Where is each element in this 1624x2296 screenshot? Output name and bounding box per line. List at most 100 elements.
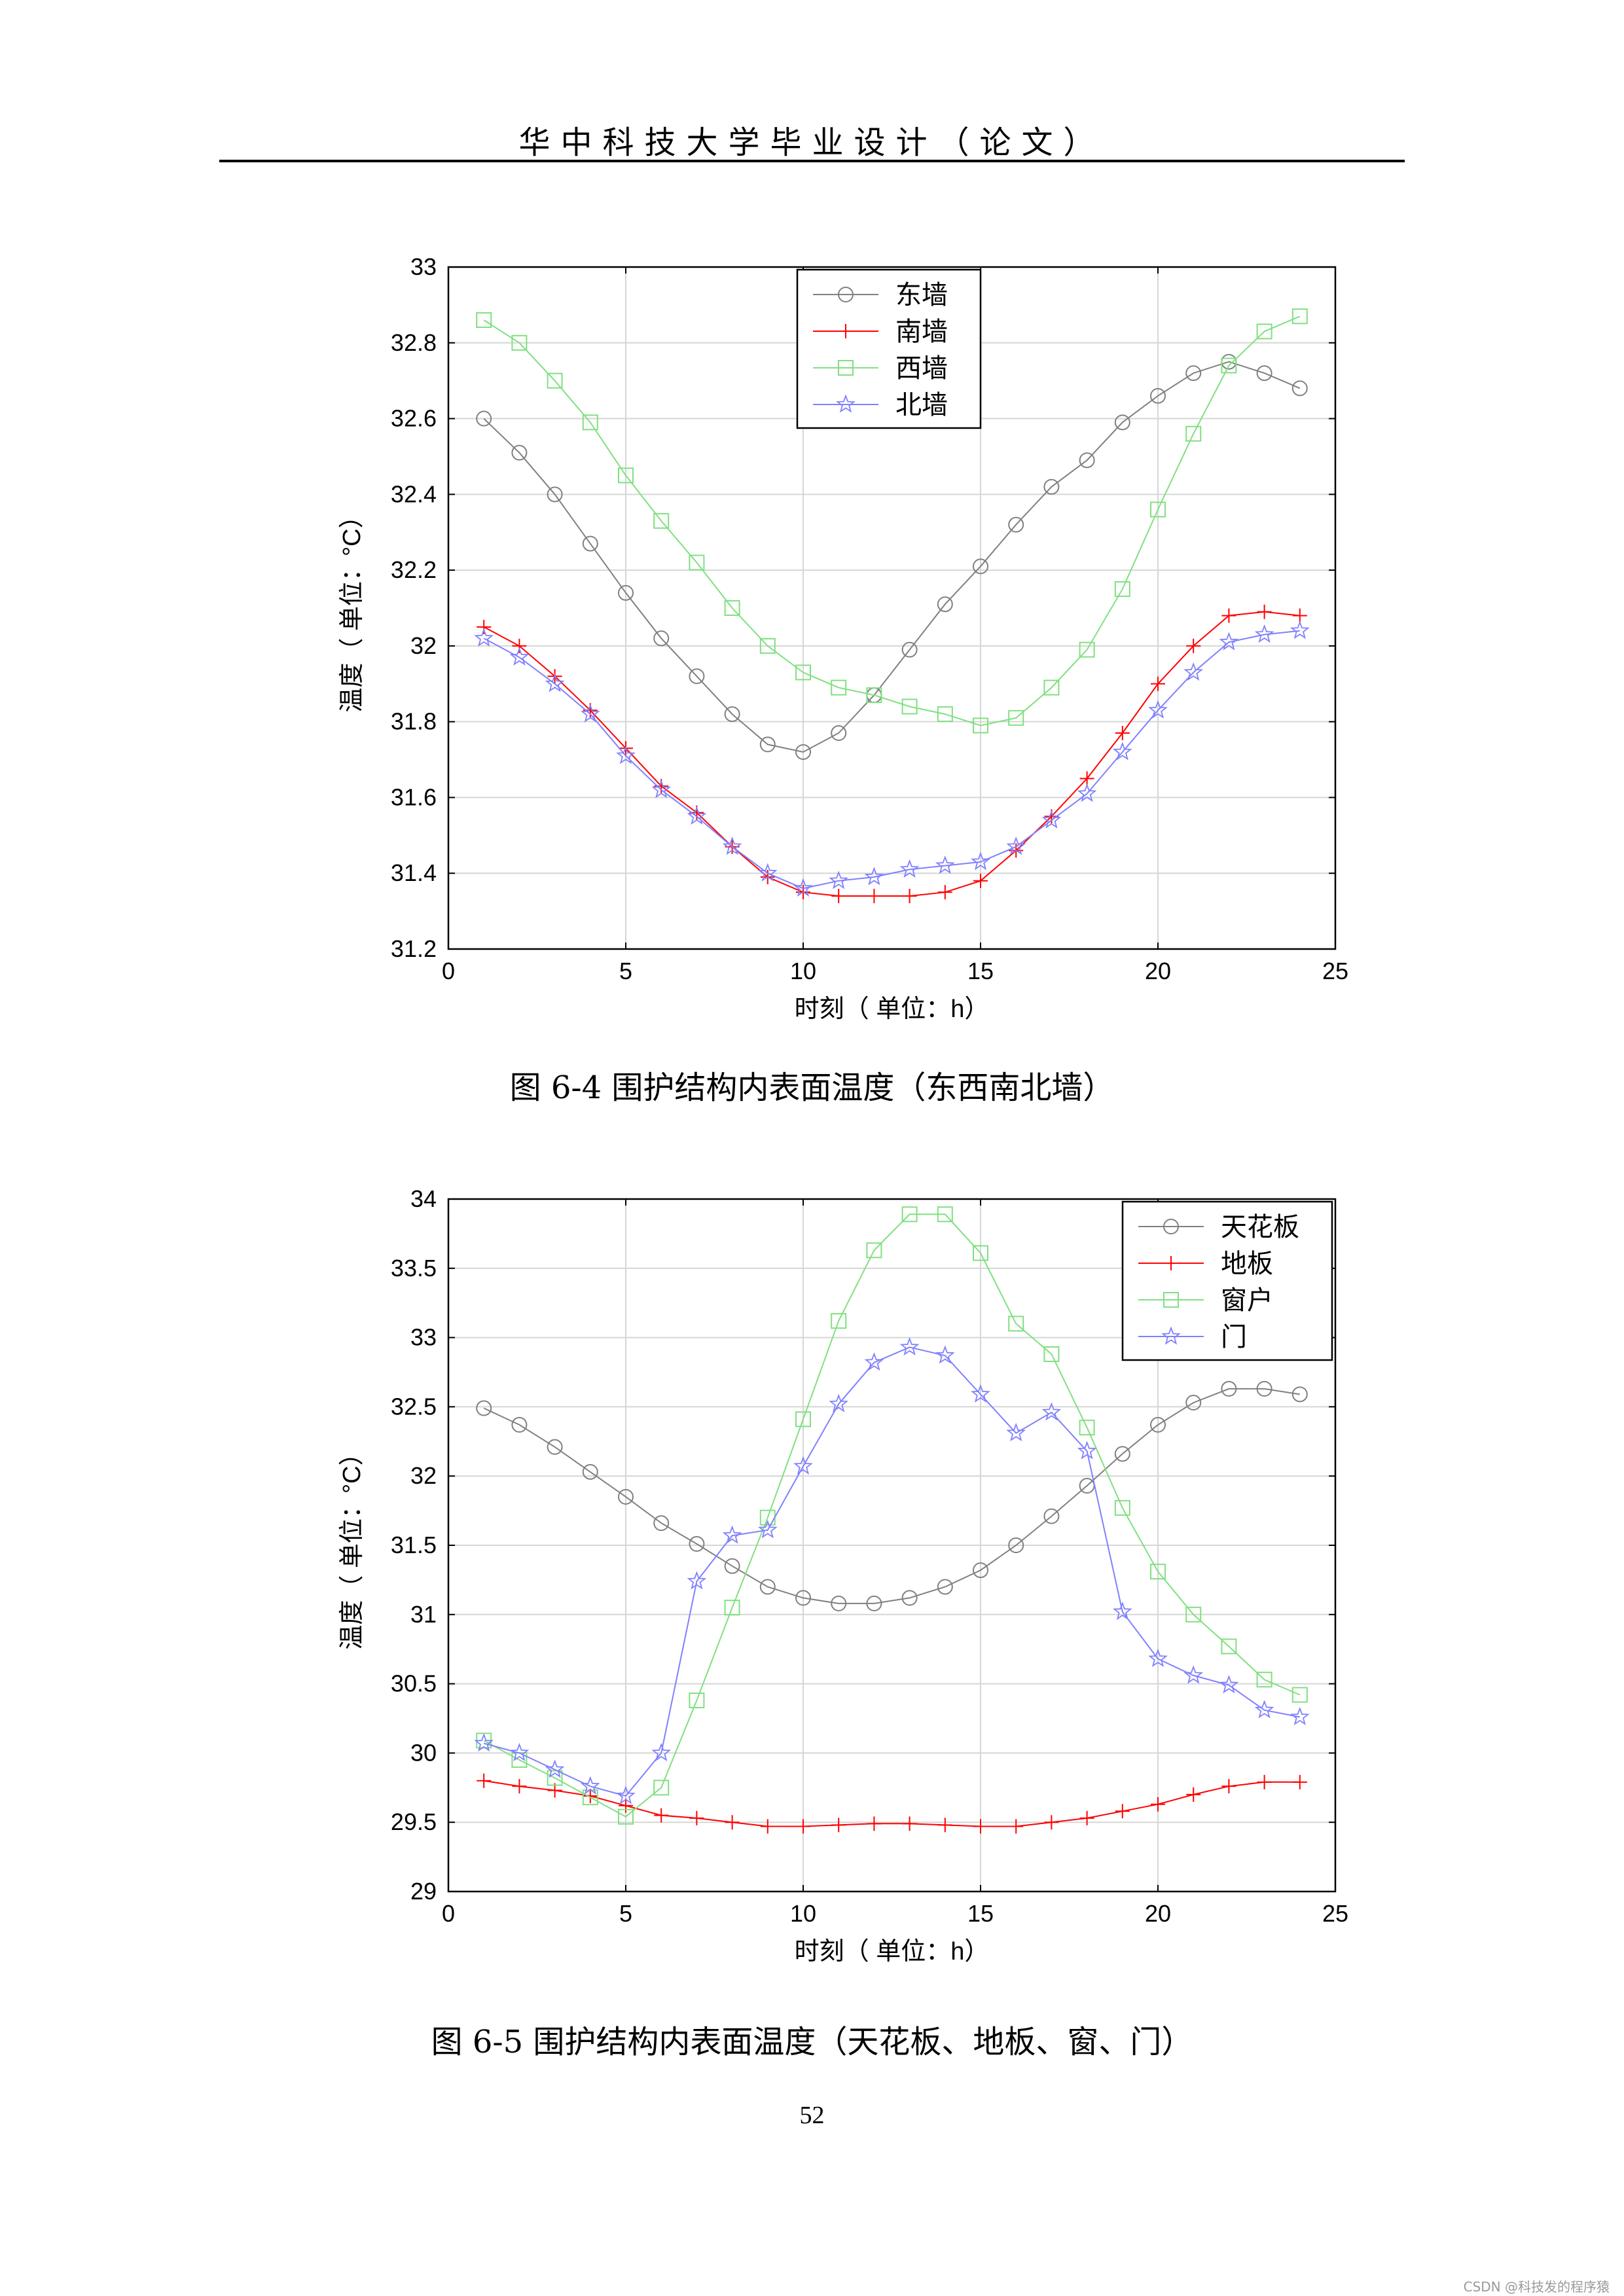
data-point [867, 888, 882, 903]
data-point [1079, 1810, 1094, 1825]
data-point [477, 619, 492, 634]
y-tick-label: 32 [410, 1462, 437, 1489]
legend-swatch-marker [1164, 1256, 1178, 1270]
data-point [937, 596, 953, 613]
data-point [1079, 771, 1094, 786]
data-point [759, 736, 776, 753]
x-tick-label: 25 [1322, 958, 1348, 984]
data-point [1291, 308, 1308, 325]
data-point [653, 630, 670, 647]
data-point [582, 1463, 598, 1480]
data-point [616, 745, 636, 764]
y-tick-label: 32 [410, 632, 437, 659]
data-point [547, 1439, 563, 1455]
series-line [483, 611, 1300, 897]
series-square [476, 308, 1308, 734]
data-point [795, 1411, 811, 1427]
data-point [937, 706, 953, 723]
data-point [687, 806, 707, 825]
data-point [1150, 1416, 1166, 1433]
x-tick-label: 0 [442, 1900, 455, 1927]
y-tick-label: 31.2 [391, 935, 437, 962]
data-point [866, 687, 882, 704]
series-line [483, 1346, 1300, 1797]
data-point [618, 1808, 634, 1825]
legend-swatch-marker [839, 324, 853, 338]
data-point [476, 1400, 492, 1416]
y-tick-label: 31.5 [391, 1532, 437, 1558]
data-point [937, 885, 952, 900]
data-point [1079, 641, 1095, 658]
data-point [831, 888, 846, 903]
plot-frame [447, 266, 1337, 950]
data-point [973, 1245, 988, 1261]
series-plus [477, 604, 1307, 903]
data-point [760, 1819, 775, 1834]
data-point [793, 878, 813, 897]
data-point [509, 1742, 530, 1761]
data-point [1044, 1815, 1059, 1830]
x-tick-label: 10 [790, 958, 816, 984]
data-point [829, 870, 849, 889]
data-point [757, 1520, 778, 1539]
data-point [793, 1456, 813, 1475]
series-line [483, 315, 1301, 726]
data-point [1115, 1804, 1130, 1819]
data-point [725, 1815, 740, 1830]
data-point [1043, 1346, 1060, 1362]
data-point [582, 535, 598, 552]
data-point [1256, 1380, 1272, 1397]
data-point [722, 1525, 742, 1544]
legend-label: 窗户 [1221, 1286, 1273, 1315]
data-point [1257, 1774, 1272, 1789]
data-point [689, 554, 705, 571]
data-point [1150, 1564, 1166, 1580]
data-point [1043, 679, 1060, 696]
data-point [616, 1785, 636, 1804]
data-point [1256, 1672, 1272, 1688]
data-point [759, 637, 776, 654]
legend-swatch-marker [1161, 1326, 1181, 1345]
data-point [653, 1780, 670, 1796]
y-tick-label: 29 [410, 1878, 437, 1905]
data-point [901, 641, 918, 658]
data-point [547, 486, 563, 503]
watermark: CSDN @科技发的程序猿 [1463, 2279, 1610, 2295]
data-point [901, 1206, 918, 1223]
y-tick-label: 33.5 [391, 1255, 437, 1282]
y-tick-label: 32.5 [391, 1393, 437, 1420]
y-tick-label: 31.6 [391, 783, 437, 810]
figure-6-4-caption: 图 6-4 围护结构内表面温度（东西南北墙） [509, 1069, 1115, 1106]
data-point [1291, 1386, 1308, 1403]
data-point [1008, 709, 1024, 726]
data-point [651, 1742, 672, 1761]
data-point [547, 1770, 563, 1786]
data-point [724, 600, 740, 616]
data-point [689, 1692, 705, 1708]
data-point [724, 706, 740, 723]
data-point [1183, 662, 1204, 681]
page-header: 华中科技大学毕业设计（论文） [518, 124, 1106, 161]
data-point [474, 1733, 494, 1752]
data-point [1079, 452, 1095, 469]
chart-ceiling-floor-window-door: 0 5 10 15 20 25 29 29.5 30 30.5 31 31.5 32 32.5 33 33.5… [338, 1185, 1348, 1965]
data-point [899, 859, 920, 878]
data-point [1185, 1606, 1202, 1623]
y-tick-label: 33 [410, 253, 437, 280]
y-tick-label: 33 [410, 1324, 437, 1351]
data-point [1006, 1423, 1026, 1442]
series-line [484, 1780, 1300, 1827]
data-point [971, 1384, 990, 1403]
y-tick-label: 32.6 [391, 405, 437, 432]
legend-label: 天花板 [1221, 1213, 1299, 1242]
x-tick-label: 15 [967, 1900, 994, 1927]
data-point [1009, 1819, 1024, 1834]
legend-label: 北墙 [895, 391, 948, 420]
data-point [796, 1819, 810, 1834]
data-point [724, 1600, 740, 1616]
y-tick-label: 34 [410, 1185, 437, 1212]
data-point [653, 512, 670, 529]
data-point [901, 1590, 918, 1606]
data-point [973, 558, 988, 575]
